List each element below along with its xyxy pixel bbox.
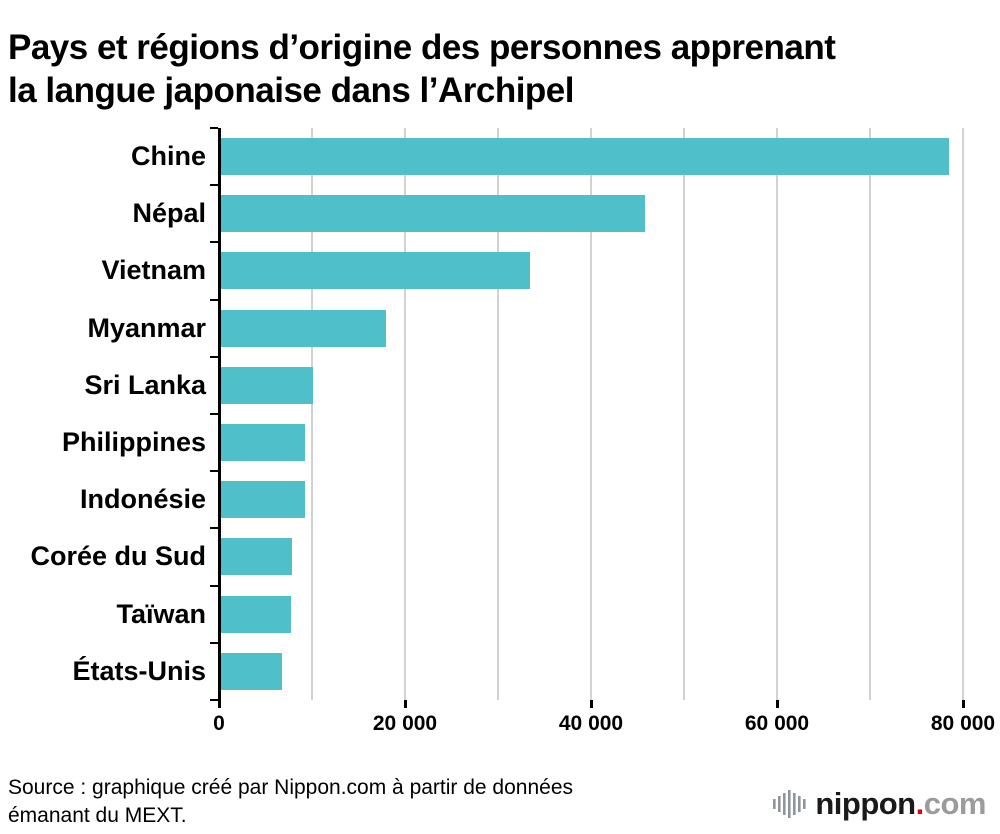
category-label: Sri Lanka	[84, 369, 206, 400]
category-label: Chine	[130, 141, 206, 172]
category-label: Myanmar	[87, 312, 206, 343]
x-axis-tick	[961, 700, 965, 708]
bar-track	[219, 185, 963, 242]
x-tick-label: 80 000	[930, 712, 996, 735]
logo-wordmark: nippon.com	[815, 786, 986, 822]
bar-track	[219, 300, 963, 357]
x-tick-label: 20 000	[372, 712, 438, 735]
bar-row: Indonésie	[0, 471, 1000, 528]
bar	[219, 309, 387, 347]
x-axis-tick	[217, 700, 221, 708]
bar-row: Sri Lanka	[0, 357, 1000, 414]
bar-track	[219, 242, 963, 299]
bar-rows: Chine Népal Vietnam Myanmar Sri Lanka Philipp…	[0, 128, 1000, 700]
gridline	[497, 128, 499, 700]
gridline	[404, 128, 406, 700]
bar-row: Philippines	[0, 414, 1000, 471]
gridline	[869, 128, 871, 700]
bar-track	[219, 586, 963, 643]
chart-title-line2: la langue japonaise dans l’Archipel	[8, 71, 575, 111]
bar-row: Myanmar	[0, 300, 1000, 357]
grid-layer	[219, 128, 964, 700]
bar	[219, 481, 306, 519]
category-label: Philippines	[61, 427, 206, 458]
chart-title-line1: Pays et régions d’origine des personnes …	[8, 28, 836, 68]
source-line1: Source : graphique créé par Nippon.com à…	[8, 775, 574, 799]
category-label: Corée du Sud	[30, 541, 206, 572]
bar-row: Chine	[0, 128, 1000, 185]
category-label: Taïwan	[116, 598, 206, 629]
category-label: Népal	[132, 198, 206, 229]
x-tick-label: 40 000	[558, 712, 624, 735]
x-tick-label: 60 000	[744, 712, 810, 735]
x-axis-tick	[403, 700, 407, 708]
bar-row: Corée du Sud	[0, 528, 1000, 585]
x-axis-tick	[589, 700, 593, 708]
category-label: Indonésie	[79, 484, 206, 515]
gridline	[962, 128, 964, 700]
bar	[219, 538, 292, 576]
bar-track	[219, 528, 963, 585]
chart-footer: Source : graphique créé par Nippon.com à…	[8, 774, 987, 830]
bar	[219, 366, 313, 404]
source-note: Source : graphique créé par Nippon.com à…	[8, 774, 573, 830]
bar-row: Vietnam	[0, 242, 1000, 299]
gridline	[311, 128, 313, 700]
bar-row: Taïwan	[0, 586, 1000, 643]
gridline	[590, 128, 592, 700]
x-axis-tick	[775, 700, 779, 708]
bar-track	[219, 643, 963, 700]
bar-track	[219, 414, 963, 471]
nippon-logo: nippon.com	[773, 786, 987, 822]
category-label: Vietnam	[101, 255, 206, 286]
bar	[219, 652, 283, 690]
logo-tld: com	[923, 786, 987, 821]
x-tick-label: 0	[213, 712, 225, 735]
bar	[219, 595, 291, 633]
bar-row: Népal	[0, 185, 1000, 242]
bar	[219, 138, 950, 176]
bar	[219, 252, 530, 290]
bar-row: États-Unis	[0, 643, 1000, 700]
bar-track	[219, 357, 963, 414]
gridline	[776, 128, 778, 700]
bar-chart: Chine Népal Vietnam Myanmar Sri Lanka Philipp…	[0, 127, 1000, 748]
signal-bars-icon	[773, 790, 806, 818]
source-line2: émanant du MEXT.	[8, 803, 187, 827]
chart-title: Pays et régions d’origine des personnes …	[8, 27, 990, 112]
logo-name: nippon	[815, 786, 916, 821]
bar-track	[219, 128, 963, 185]
bar	[219, 195, 645, 233]
logo-dot: .	[915, 786, 925, 821]
category-label: États-Unis	[72, 655, 206, 686]
gridline	[683, 128, 685, 700]
bar-track	[219, 471, 963, 528]
x-axis-labels: 0 20 000 40 000 60 000 80 000	[213, 712, 995, 742]
bar	[219, 424, 306, 462]
